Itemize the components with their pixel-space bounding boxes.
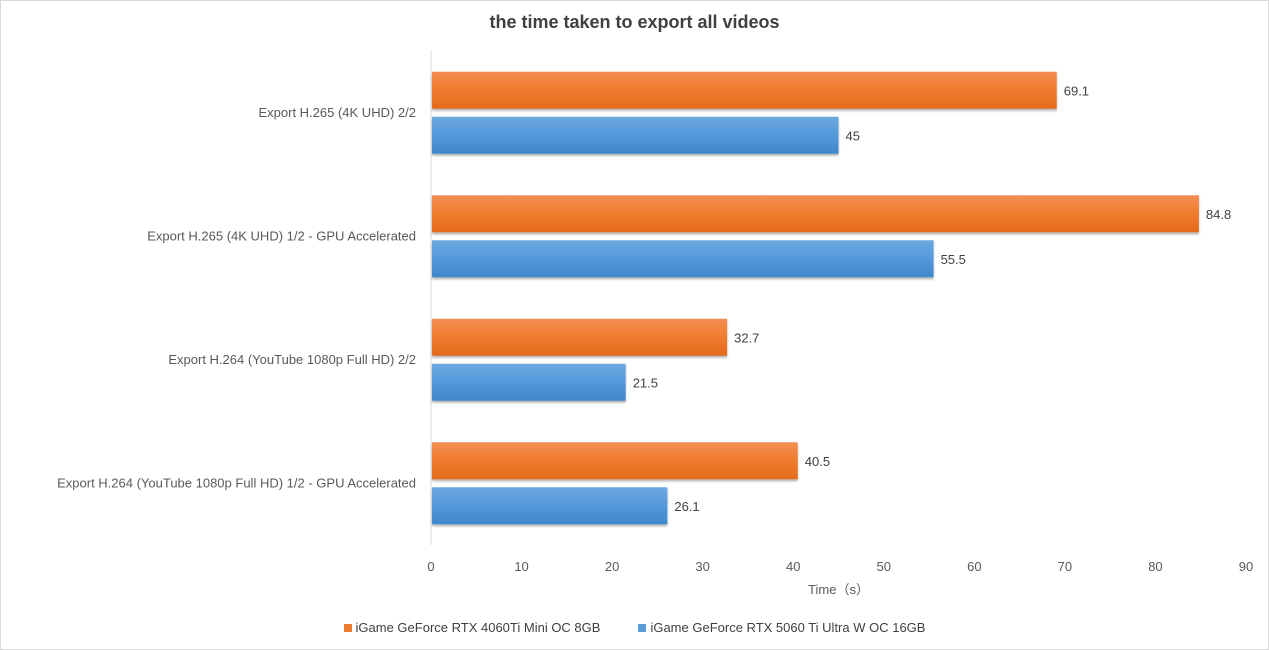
legend-label: iGame GeForce RTX 4060Ti Mini OC 8GB: [355, 620, 601, 635]
data-label: 55.5: [941, 252, 966, 267]
legend-item-4060ti: iGame GeForce RTX 4060Ti Mini OC 8GB: [343, 620, 601, 635]
data-label: 32.7: [734, 330, 759, 345]
bar-4060ti: [432, 195, 1199, 233]
x-tick-label: 10: [514, 559, 528, 574]
bar-5060ti: [432, 487, 668, 525]
category-label: Export H.265 (4K UHD) 2/2: [258, 105, 416, 120]
data-label: 45: [846, 128, 860, 143]
category-label: Export H.264 (YouTube 1080p Full HD) 2/2: [168, 352, 416, 367]
data-label: 21.5: [633, 375, 658, 390]
bar-4060ti: [432, 442, 798, 480]
category-label: Export H.265 (4K UHD) 1/2 - GPU Accelera…: [147, 228, 416, 243]
bar-5060ti: [432, 240, 934, 278]
x-tick-label: 70: [1058, 559, 1072, 574]
legend-item-5060ti: iGame GeForce RTX 5060 Ti Ultra W OC 16G…: [638, 620, 925, 635]
category-label: Export H.264 (YouTube 1080p Full HD) 1/2…: [57, 475, 416, 490]
x-tick-label: 30: [695, 559, 709, 574]
bar-4060ti: [432, 71, 1057, 109]
data-label: 26.1: [674, 499, 699, 514]
data-label: 40.5: [805, 454, 830, 469]
x-tick-label: 80: [1148, 559, 1162, 574]
legend-label: iGame GeForce RTX 5060 Ti Ultra W OC 16G…: [650, 620, 926, 635]
x-axis-title: Time（s）: [808, 582, 869, 597]
legend: iGame GeForce RTX 4060Ti Mini OC 8GB iGa…: [0, 620, 1269, 635]
bar-5060ti: [432, 363, 626, 401]
x-tick-label: 0: [427, 559, 434, 574]
chart-title: the time taken to export all videos: [489, 12, 780, 32]
data-label: 84.8: [1206, 207, 1231, 222]
legend-swatch-orange: [343, 623, 352, 632]
bar-4060ti: [432, 318, 728, 356]
x-tick-label: 90: [1239, 559, 1253, 574]
x-tick-label: 20: [605, 559, 619, 574]
bar-5060ti: [432, 116, 839, 154]
x-tick-label: 50: [877, 559, 891, 574]
legend-swatch-blue: [638, 623, 647, 632]
x-tick-label: 60: [967, 559, 981, 574]
x-tick-label: 40: [786, 559, 800, 574]
data-label: 69.1: [1064, 83, 1089, 98]
